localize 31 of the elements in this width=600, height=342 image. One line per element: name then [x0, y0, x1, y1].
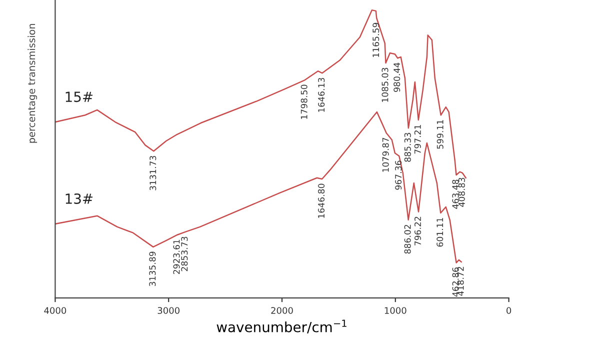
annotation: 1798.50: [300, 84, 308, 119]
annotation: 601.11: [436, 218, 444, 247]
annotation: 1646.13: [318, 78, 325, 112]
annotation: 1165.59: [372, 22, 380, 57]
annotation: 2923.61: [173, 240, 180, 274]
annotation: 886.02: [404, 224, 411, 254]
annotation: 3131.73: [150, 156, 156, 190]
x-tick-label: 3000: [158, 307, 180, 314]
annotation: 980.44: [394, 62, 400, 92]
annotation: 796.22: [414, 216, 422, 246]
annotation: 967.36: [395, 160, 402, 190]
annotation: 885.33: [404, 132, 411, 162]
x-axis-title: wavenumber/cm$^{−1}$: [216, 320, 346, 334]
annotation: 463.48: [452, 180, 459, 209]
annotation: 1085.03: [382, 68, 388, 102]
y-axis-title: percentage transmission: [28, 24, 38, 143]
annotation: 599.11: [436, 120, 444, 149]
x-tick-label: 4000: [44, 307, 66, 314]
annotation: 1646.80: [318, 184, 325, 218]
annotation: 462.86: [452, 267, 459, 297]
series-label: 13#: [66, 193, 93, 204]
x-tick-label: 0: [506, 307, 512, 314]
x-tick-label: 2000: [271, 307, 293, 314]
annotation: 1079.87: [382, 138, 389, 172]
series-label: 15#: [66, 92, 93, 102]
annotation: 797.21: [414, 124, 421, 154]
annotation: 2853.73: [181, 236, 188, 272]
annotation: 408.83: [458, 178, 465, 207]
x-tick-label: 1000: [384, 307, 406, 314]
annotation: 418.72: [457, 266, 464, 296]
annotation: 3135.89: [149, 252, 156, 286]
